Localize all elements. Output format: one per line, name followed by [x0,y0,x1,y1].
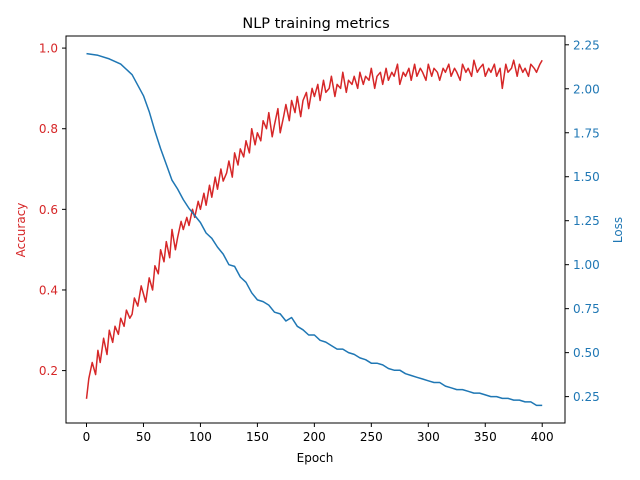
right-y-tick-label: 2.00 [573,82,600,96]
left-y-axis-label: Accuracy [14,203,28,258]
left-y-axis-ticks: 0.2 0.4 0.6 0.8 1.0 [39,42,66,378]
left-y-tick-label: 0.2 [39,364,58,378]
right-y-tick-label: 0.25 [573,390,600,404]
x-tick-label: 400 [531,430,554,444]
left-y-tick-label: 0.8 [39,122,58,136]
left-y-tick-label: 0.6 [39,203,58,217]
chart-title: NLP training metrics [242,16,389,32]
left-y-tick-label: 1.0 [39,42,58,56]
right-y-tick-label: 0.75 [573,302,600,316]
right-y-tick-label: 1.25 [573,214,600,228]
x-tick-label: 350 [474,430,497,444]
x-tick-label: 100 [189,430,212,444]
x-tick-label: 0 [83,430,91,444]
x-tick-label: 250 [360,430,383,444]
x-axis-label: Epoch [297,451,334,465]
right-y-axis-label: Loss [611,217,625,243]
x-axis-ticks: 0 50 100 150 200 250 300 350 400 [83,423,554,444]
plot-frame [65,35,566,424]
plot-lines [85,52,543,407]
accuracy-series-line [85,59,543,399]
right-y-tick-label: 1.00 [573,258,600,272]
x-tick-label: 200 [303,430,326,444]
right-y-tick-label: 2.25 [573,38,600,52]
x-tick-label: 50 [136,430,151,444]
left-y-tick-label: 0.4 [39,283,58,297]
right-y-tick-label: 1.75 [573,126,600,140]
x-tick-label: 300 [417,430,440,444]
right-y-axis-ticks: 0.25 0.50 0.75 1.00 1.25 1.50 1.75 2.00 2.25 [565,38,600,404]
right-y-tick-label: 0.50 [573,346,600,360]
x-tick-label: 150 [246,430,269,444]
right-y-tick-label: 1.50 [573,170,600,184]
loss-series-line [86,52,543,407]
